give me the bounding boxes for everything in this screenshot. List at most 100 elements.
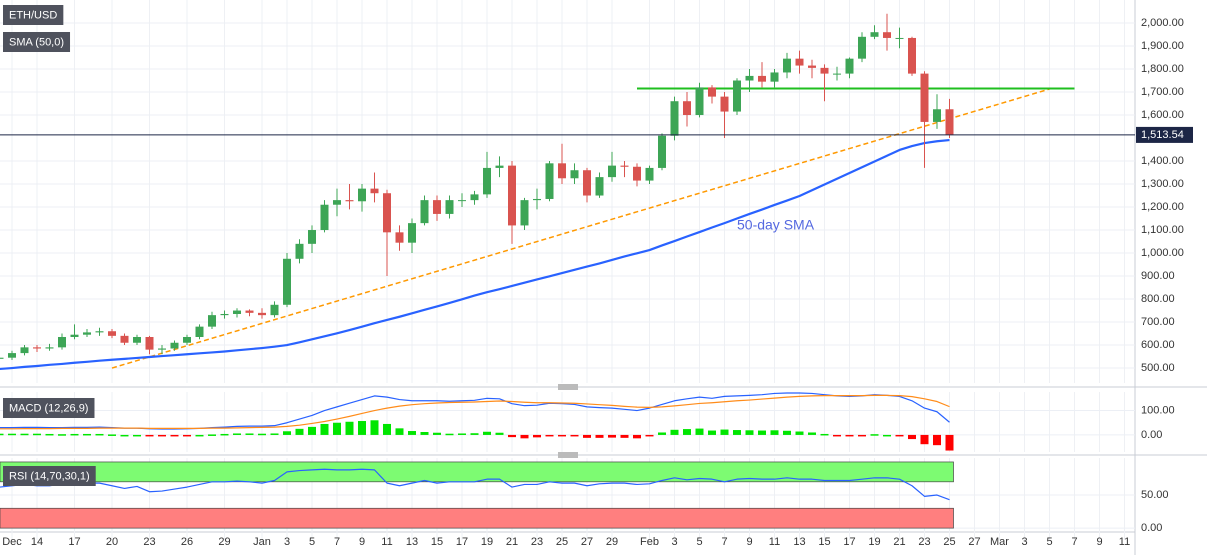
candle-body <box>333 200 341 205</box>
candle-body <box>933 109 941 122</box>
candle-body <box>595 177 604 196</box>
candle-body <box>145 336 154 350</box>
x-tick-label: 21 <box>893 536 905 548</box>
x-tick-label: 7 <box>1071 536 1077 548</box>
histogram-bar <box>183 434 191 437</box>
x-tick-label: 5 <box>309 536 315 548</box>
candle-body <box>283 258 291 305</box>
separator-handle[interactable] <box>558 384 578 458</box>
candle-body <box>345 200 354 202</box>
candle-body <box>808 65 816 68</box>
histogram-bar <box>8 433 16 436</box>
candle-body <box>858 36 866 59</box>
x-tick-label: 29 <box>606 536 618 548</box>
histogram-bar <box>120 434 129 437</box>
candle-body <box>820 67 829 74</box>
histogram-bar <box>845 434 854 437</box>
candle-body <box>620 165 629 167</box>
x-tick-label: 15 <box>431 536 443 548</box>
x-tick-label: 27 <box>968 536 980 548</box>
candle-body <box>195 326 204 337</box>
candle-body <box>83 332 91 335</box>
candle-body <box>720 96 729 112</box>
y-tick-label: 500.00 <box>1141 362 1175 374</box>
x-tick-label: 14 <box>31 536 43 548</box>
candle-body <box>33 347 41 349</box>
histogram-bar <box>195 434 204 437</box>
histogram-bar <box>0 433 4 436</box>
candle-body <box>20 347 29 354</box>
histogram-bar <box>583 434 591 438</box>
candle-body <box>358 188 366 202</box>
candle-body <box>845 58 854 74</box>
candle-body <box>695 87 704 116</box>
candle-body <box>158 348 166 350</box>
histogram-bar <box>883 434 891 437</box>
candle-body <box>170 342 179 349</box>
x-tick-label: 19 <box>481 536 493 548</box>
candle-body <box>0 357 4 359</box>
candle-body <box>795 58 804 66</box>
rsi-line <box>0 468 950 501</box>
histogram-bar <box>358 421 366 435</box>
x-tick-label: 23 <box>918 536 930 548</box>
histogram-bar <box>208 434 216 436</box>
histogram-bar <box>595 434 604 438</box>
x-tick-label: 7 <box>721 536 727 548</box>
histogram-bar <box>58 434 66 436</box>
candle-body <box>670 101 679 136</box>
candle-body <box>645 167 654 181</box>
x-tick-label: 19 <box>868 536 880 548</box>
x-tick-label: 26 <box>181 536 193 548</box>
candle-body <box>120 335 129 343</box>
x-tick-label: 3 <box>671 536 677 548</box>
histogram-bar <box>683 429 691 435</box>
candle-body <box>233 310 241 314</box>
y-tick-label: 50.00 <box>1141 489 1169 501</box>
candle-body <box>508 165 516 226</box>
candle-body <box>58 336 66 348</box>
histogram-bar <box>33 433 41 436</box>
y-tick-label: 900.00 <box>1141 270 1175 282</box>
histogram-bar <box>333 422 341 435</box>
x-tick-label: 13 <box>793 536 805 548</box>
candle-body <box>208 315 216 327</box>
candle-body <box>495 165 504 168</box>
y-tick-label: 1,000.00 <box>1141 247 1184 259</box>
x-tick-label: 13 <box>406 536 418 548</box>
histogram-bar <box>445 433 454 436</box>
annotation: 50-day SMA <box>737 217 815 233</box>
candle-body <box>370 188 379 194</box>
candle-body <box>270 304 279 316</box>
y-tick-label: 1,400.00 <box>1141 155 1184 167</box>
last-price-label: 1,513.54 <box>1141 129 1184 141</box>
candle-body <box>683 101 691 116</box>
x-tick-label: 11 <box>1119 536 1130 548</box>
histogram-bar <box>733 430 741 435</box>
y-tick-label: 700.00 <box>1141 316 1175 328</box>
histogram-bar <box>670 429 679 435</box>
x-tick-label: 17 <box>843 536 855 548</box>
histogram-bar <box>770 430 779 435</box>
x-tick-label: 9 <box>746 536 752 548</box>
panel-label: SMA (50,0) <box>9 36 64 48</box>
candle-body <box>633 166 641 181</box>
histogram-bar <box>45 433 54 436</box>
y-tick-label: 1,900.00 <box>1141 40 1184 52</box>
candle-body <box>708 87 716 97</box>
candle-body <box>408 223 416 243</box>
x-tick-label: 21 <box>506 536 518 548</box>
candle-body <box>295 243 304 259</box>
candle-body <box>383 193 391 233</box>
candle-body <box>745 75 754 81</box>
histogram-bar <box>658 432 666 435</box>
x-tick-label: 29 <box>218 536 230 548</box>
histogram-bar <box>383 423 391 435</box>
candle-body <box>945 109 954 135</box>
y-tick-label: 0.00 <box>1141 429 1162 441</box>
histogram-bar <box>945 434 954 451</box>
candle-body <box>183 336 191 343</box>
histogram-bar <box>520 434 529 439</box>
candle-body <box>520 200 529 226</box>
x-tick-label: 7 <box>334 536 340 548</box>
